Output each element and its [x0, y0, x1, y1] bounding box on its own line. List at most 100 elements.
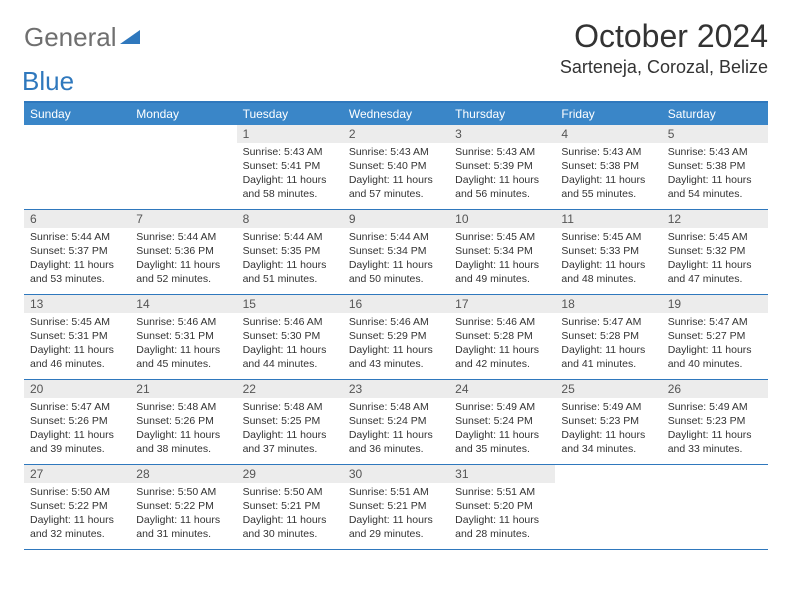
day-number: 6	[24, 210, 130, 228]
sunset-text: Sunset: 5:39 PM	[455, 159, 549, 173]
day-number: 1	[237, 125, 343, 143]
sunrise-text: Sunrise: 5:43 AM	[455, 145, 549, 159]
day-cell	[662, 465, 768, 549]
day-cell: 23Sunrise: 5:48 AMSunset: 5:24 PMDayligh…	[343, 380, 449, 464]
daylight-text: Daylight: 11 hours and 46 minutes.	[30, 343, 124, 371]
sunrise-text: Sunrise: 5:47 AM	[668, 315, 762, 329]
day-body: Sunrise: 5:48 AMSunset: 5:24 PMDaylight:…	[343, 398, 449, 461]
day-body: Sunrise: 5:45 AMSunset: 5:32 PMDaylight:…	[662, 228, 768, 291]
day-number: 11	[555, 210, 661, 228]
sunset-text: Sunset: 5:23 PM	[561, 414, 655, 428]
day-number: 13	[24, 295, 130, 313]
day-body: Sunrise: 5:51 AMSunset: 5:21 PMDaylight:…	[343, 483, 449, 546]
day-cell: 30Sunrise: 5:51 AMSunset: 5:21 PMDayligh…	[343, 465, 449, 549]
daylight-text: Daylight: 11 hours and 55 minutes.	[561, 173, 655, 201]
day-cell: 15Sunrise: 5:46 AMSunset: 5:30 PMDayligh…	[237, 295, 343, 379]
week-row: 20Sunrise: 5:47 AMSunset: 5:26 PMDayligh…	[24, 380, 768, 465]
sunset-text: Sunset: 5:31 PM	[136, 329, 230, 343]
day-number: 29	[237, 465, 343, 483]
sunset-text: Sunset: 5:28 PM	[455, 329, 549, 343]
day-cell: 18Sunrise: 5:47 AMSunset: 5:28 PMDayligh…	[555, 295, 661, 379]
day-cell: 14Sunrise: 5:46 AMSunset: 5:31 PMDayligh…	[130, 295, 236, 379]
sunrise-text: Sunrise: 5:49 AM	[455, 400, 549, 414]
day-number: 25	[555, 380, 661, 398]
sunrise-text: Sunrise: 5:46 AM	[455, 315, 549, 329]
sunrise-text: Sunrise: 5:49 AM	[668, 400, 762, 414]
logo: General Blue	[24, 24, 142, 91]
day-cell: 11Sunrise: 5:45 AMSunset: 5:33 PMDayligh…	[555, 210, 661, 294]
weeks-container: 1 Sunrise: 5:43 AM Sunset: 5:41 PM Daylight…	[24, 125, 768, 550]
day-number: 26	[662, 380, 768, 398]
daylight-text: Daylight: 11 hours and 43 minutes.	[349, 343, 443, 371]
dayname-wednesday: Wednesday	[343, 103, 449, 125]
day-body: Sunrise: 5:49 AMSunset: 5:24 PMDaylight:…	[449, 398, 555, 461]
day-body: Sunrise: 5:43 AMSunset: 5:38 PMDaylight:…	[555, 143, 661, 206]
day-body: Sunrise: 5:44 AMSunset: 5:34 PMDaylight:…	[343, 228, 449, 291]
sunset-text: Sunset: 5:21 PM	[349, 499, 443, 513]
day-cell: 24Sunrise: 5:49 AMSunset: 5:24 PMDayligh…	[449, 380, 555, 464]
day-cell: 2Sunrise: 5:43 AMSunset: 5:40 PMDaylight…	[343, 125, 449, 209]
sunset-text: Sunset: 5:38 PM	[668, 159, 762, 173]
day-body: Sunrise: 5:48 AMSunset: 5:26 PMDaylight:…	[130, 398, 236, 461]
day-cell: 27Sunrise: 5:50 AMSunset: 5:22 PMDayligh…	[24, 465, 130, 549]
daylight-text: Daylight: 11 hours and 34 minutes.	[561, 428, 655, 456]
week-row: 1 Sunrise: 5:43 AM Sunset: 5:41 PM Daylight…	[24, 125, 768, 210]
sunrise-text: Sunrise: 5:46 AM	[349, 315, 443, 329]
day-body: Sunrise: 5:48 AMSunset: 5:25 PMDaylight:…	[237, 398, 343, 461]
day-body: Sunrise: 5:46 AMSunset: 5:29 PMDaylight:…	[343, 313, 449, 376]
day-number: 28	[130, 465, 236, 483]
day-cell: 6Sunrise: 5:44 AMSunset: 5:37 PMDaylight…	[24, 210, 130, 294]
day-body: Sunrise: 5:43 AMSunset: 5:40 PMDaylight:…	[343, 143, 449, 206]
day-cell: 31 Sunrise: 5:51 AMSunset: 5:20 PMDayligh…	[449, 465, 555, 549]
daylight-text: Daylight: 11 hours and 45 minutes.	[136, 343, 230, 371]
day-number: 30	[343, 465, 449, 483]
sunset-text: Sunset: 5:41 PM	[243, 159, 337, 173]
day-body: Sunrise: 5:50 AMSunset: 5:22 PMDaylight:…	[130, 483, 236, 546]
day-number: 2	[343, 125, 449, 143]
daylight-text: Daylight: 11 hours and 49 minutes.	[455, 258, 549, 286]
day-number: 8	[237, 210, 343, 228]
day-number: 21	[130, 380, 236, 398]
day-body: Sunrise: 5:44 AMSunset: 5:37 PMDaylight:…	[24, 228, 130, 291]
sunset-text: Sunset: 5:20 PM	[455, 499, 549, 513]
sunset-text: Sunset: 5:26 PM	[136, 414, 230, 428]
sunrise-text: Sunrise: 5:47 AM	[561, 315, 655, 329]
logo-text-blue: Blue	[22, 70, 142, 93]
day-cell: 1Sunrise: 5:43 AMSunset: 5:41 PMDaylight…	[237, 125, 343, 209]
day-number: 15	[237, 295, 343, 313]
sunrise-text: Sunrise: 5:48 AM	[243, 400, 337, 414]
day-number: 19	[662, 295, 768, 313]
day-cell: 8Sunrise: 5:44 AMSunset: 5:35 PMDaylight…	[237, 210, 343, 294]
sunset-text: Sunset: 5:30 PM	[243, 329, 337, 343]
daylight-text: Daylight: 11 hours and 41 minutes.	[561, 343, 655, 371]
sunrise-text: Sunrise: 5:50 AM	[136, 485, 230, 499]
daylight-text: Daylight: 11 hours and 37 minutes.	[243, 428, 337, 456]
daylight-text: Daylight: 11 hours and 35 minutes.	[455, 428, 549, 456]
day-cell: 26Sunrise: 5:49 AMSunset: 5:23 PMDayligh…	[662, 380, 768, 464]
sunrise-text: Sunrise: 5:46 AM	[243, 315, 337, 329]
day-number: 23	[343, 380, 449, 398]
day-body: Sunrise: 5:47 AMSunset: 5:28 PMDaylight:…	[555, 313, 661, 376]
day-body: Sunrise: 5:44 AMSunset: 5:36 PMDaylight:…	[130, 228, 236, 291]
daylight-text: Daylight: 11 hours and 28 minutes.	[455, 513, 549, 541]
day-cell	[555, 465, 661, 549]
day-body: Sunrise: 5:46 AMSunset: 5:30 PMDaylight:…	[237, 313, 343, 376]
daylight-text: Daylight: 11 hours and 51 minutes.	[243, 258, 337, 286]
logo-text-general: General	[24, 26, 117, 49]
day-number: 31	[449, 465, 555, 483]
sunrise-text: Sunrise: 5:44 AM	[243, 230, 337, 244]
day-number: 9	[343, 210, 449, 228]
day-cell: 10Sunrise: 5:45 AMSunset: 5:34 PMDayligh…	[449, 210, 555, 294]
day-number: 17	[449, 295, 555, 313]
week-row: 27Sunrise: 5:50 AMSunset: 5:22 PMDayligh…	[24, 465, 768, 550]
sunset-text: Sunset: 5:28 PM	[561, 329, 655, 343]
day-body: Sunrise: 5:45 AMSunset: 5:33 PMDaylight:…	[555, 228, 661, 291]
day-body: Sunrise: 5:45 AMSunset: 5:34 PMDaylight:…	[449, 228, 555, 291]
daylight-text: Daylight: 11 hours and 40 minutes.	[668, 343, 762, 371]
day-number	[24, 125, 130, 129]
sunrise-text: Sunrise: 5:51 AM	[455, 485, 549, 499]
day-number	[555, 465, 661, 469]
day-number	[662, 465, 768, 469]
day-number: 27	[24, 465, 130, 483]
sunrise-text: Sunrise: 5:43 AM	[668, 145, 762, 159]
